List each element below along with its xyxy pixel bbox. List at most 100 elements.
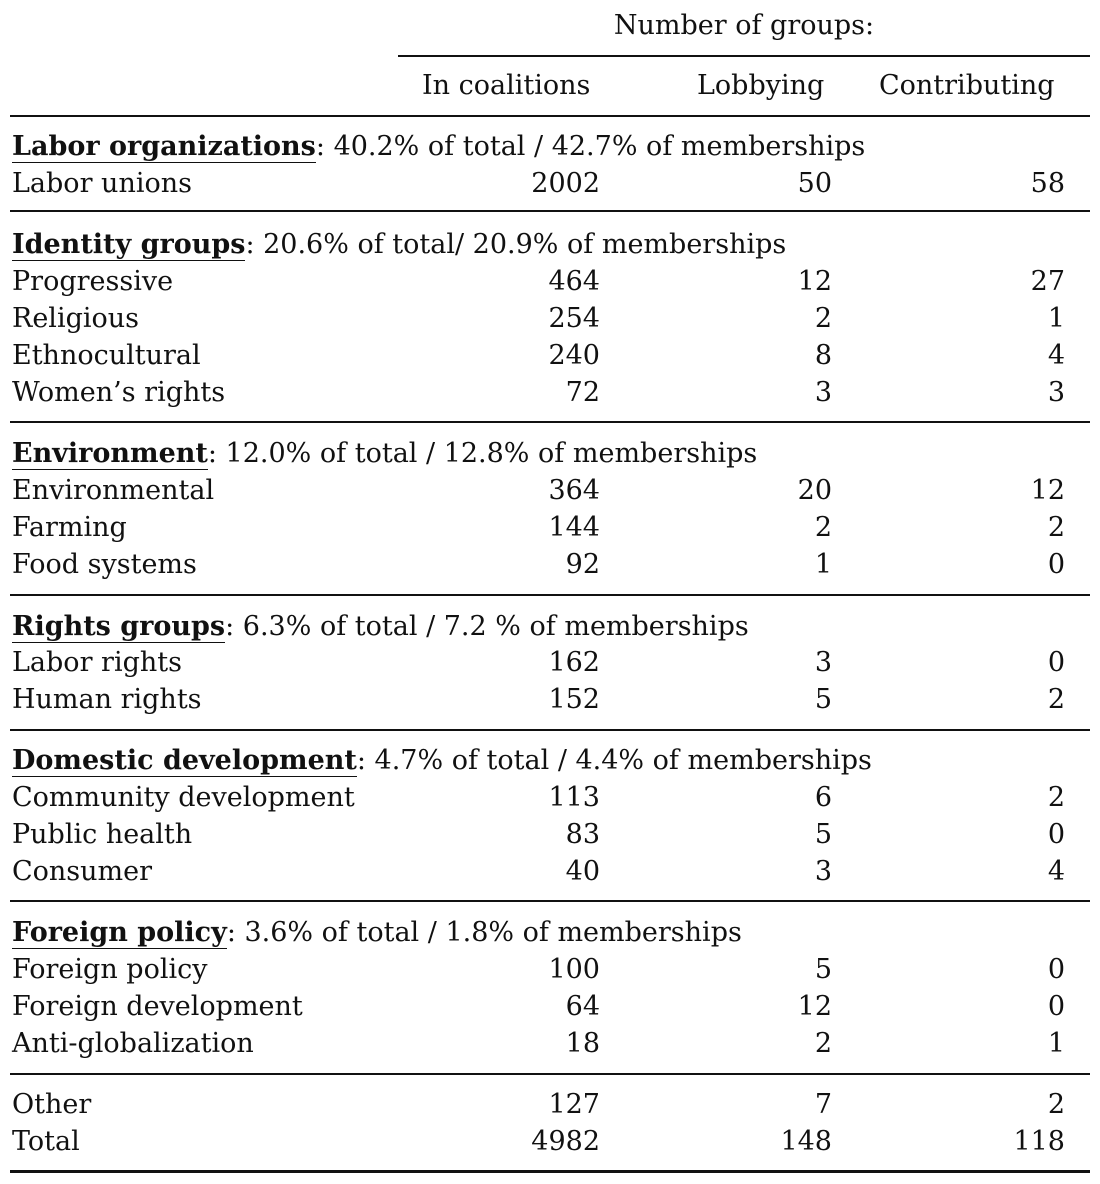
cell-coalitions: 2002 — [531, 168, 600, 199]
table-row: Public health 83 5 0 — [0, 816, 1100, 853]
section-header: Foreign policy: 3.6% of total / 1.8% of … — [12, 914, 742, 951]
cell-contributing: 1 — [1047, 303, 1065, 334]
cell-contributing: 0 — [1047, 954, 1065, 985]
cell-lobbying: 5 — [814, 954, 832, 985]
row-label: Labor rights — [12, 647, 182, 678]
cell-lobbying: 5 — [814, 819, 832, 850]
col-header-coalitions: In coalitions — [422, 70, 591, 101]
table-row: Human rights 152 5 2 — [0, 681, 1100, 718]
table-row: Labor rights 162 3 0 — [0, 644, 1100, 681]
cell-coalitions: 92 — [565, 549, 600, 580]
row-label: Environmental — [12, 475, 215, 506]
table-row: Women’s rights 72 3 3 — [0, 374, 1100, 411]
cell-coalitions: 83 — [565, 819, 600, 850]
table-row: Progressive 464 12 27 — [0, 263, 1100, 300]
cell-lobbying: 5 — [814, 684, 832, 715]
table-row: Ethnocultural 240 8 4 — [0, 337, 1100, 374]
cell-coalitions: 40 — [565, 856, 600, 887]
cell-lobbying: 3 — [814, 856, 832, 887]
super-header: Number of groups: — [613, 10, 875, 41]
super-header-rule — [398, 55, 1090, 57]
section-header: Rights groups: 6.3% of total / 7.2 % of … — [12, 608, 749, 645]
cell-coalitions: 254 — [548, 303, 600, 334]
table-row: Food systems 92 1 0 — [0, 546, 1100, 583]
section-name: Environment — [12, 438, 208, 470]
section-summary: : 3.6% of total / 1.8% of memberships — [226, 917, 742, 948]
table-row: Consumer 40 3 4 — [0, 853, 1100, 890]
section-name: Identity groups — [12, 229, 246, 261]
cell-lobbying: 1 — [814, 549, 832, 580]
table-row: Community development 113 6 2 — [0, 779, 1100, 816]
table-row: Foreign policy 100 5 0 — [0, 951, 1100, 988]
cell-contributing: 118 — [1013, 1126, 1065, 1157]
section-rule — [10, 421, 1090, 423]
section-summary: : 40.2% of total / 42.7% of memberships — [315, 131, 866, 162]
cell-contributing: 1 — [1047, 1028, 1065, 1059]
cell-coalitions: 152 — [548, 684, 600, 715]
cell-contributing: 2 — [1047, 1089, 1065, 1120]
table-row: Labor unions 2002 50 58 — [0, 165, 1100, 202]
table-row: Environmental 364 20 12 — [0, 472, 1100, 509]
table-row: Religious 254 2 1 — [0, 300, 1100, 337]
cell-coalitions: 113 — [548, 782, 600, 813]
section-name: Foreign policy — [12, 917, 227, 949]
col-header-contributing: Contributing — [879, 70, 1055, 101]
cell-lobbying: 3 — [814, 647, 832, 678]
row-label: Community development — [12, 782, 355, 813]
cell-contributing: 27 — [1030, 266, 1065, 297]
section-summary: : 20.6% of total/ 20.9% of memberships — [245, 229, 787, 260]
cell-contributing: 0 — [1047, 549, 1065, 580]
section-rule — [10, 594, 1090, 596]
row-label: Religious — [12, 303, 139, 334]
row-label: Other — [12, 1089, 92, 1120]
row-label: Human rights — [12, 684, 202, 715]
cell-coalitions: 127 — [548, 1089, 600, 1120]
cell-contributing: 0 — [1047, 819, 1065, 850]
cell-lobbying: 12 — [797, 266, 832, 297]
row-label: Food systems — [12, 549, 197, 580]
row-label: Women’s rights — [12, 377, 226, 408]
cell-contributing: 2 — [1047, 512, 1065, 543]
cell-coalitions: 4982 — [531, 1126, 600, 1157]
cell-contributing: 0 — [1047, 647, 1065, 678]
header-rule — [10, 115, 1090, 117]
row-label: Foreign policy — [12, 954, 208, 985]
cell-coalitions: 72 — [565, 377, 600, 408]
cell-lobbying: 148 — [780, 1126, 832, 1157]
cell-coalitions: 100 — [548, 954, 600, 985]
row-label: Anti-globalization — [12, 1028, 254, 1059]
cell-contributing: 4 — [1047, 856, 1065, 887]
cell-contributing: 0 — [1047, 991, 1065, 1022]
row-label: Foreign development — [12, 991, 303, 1022]
section-name: Labor organizations — [12, 131, 316, 163]
row-label: Progressive — [12, 266, 174, 297]
table-row-total: Total 4982 148 118 — [0, 1123, 1100, 1160]
table-row: Farming 144 2 2 — [0, 509, 1100, 546]
section-summary: : 12.0% of total / 12.8% of memberships — [207, 438, 758, 469]
row-label: Farming — [12, 512, 127, 543]
section-summary: : 6.3% of total / 7.2 % of memberships — [225, 611, 749, 642]
cell-lobbying: 2 — [814, 1028, 832, 1059]
cell-lobbying: 2 — [814, 303, 832, 334]
cell-contributing: 58 — [1030, 168, 1065, 199]
cell-contributing: 12 — [1030, 475, 1065, 506]
row-label: Labor unions — [12, 168, 192, 199]
cell-lobbying: 50 — [797, 168, 832, 199]
row-label: Public health — [12, 819, 193, 850]
section-rule — [10, 1073, 1090, 1075]
cell-coalitions: 464 — [548, 266, 600, 297]
cell-lobbying: 7 — [814, 1089, 832, 1120]
cell-coalitions: 364 — [548, 475, 600, 506]
table-row: Foreign development 64 12 0 — [0, 988, 1100, 1025]
cell-lobbying: 2 — [814, 512, 832, 543]
cell-lobbying: 8 — [814, 340, 832, 371]
cell-coalitions: 64 — [565, 991, 600, 1022]
cell-contributing: 4 — [1047, 340, 1065, 371]
cell-lobbying: 6 — [814, 782, 832, 813]
section-rule — [10, 900, 1090, 902]
cell-contributing: 2 — [1047, 684, 1065, 715]
section-name: Domestic development — [12, 745, 357, 777]
cell-coalitions: 162 — [548, 647, 600, 678]
cell-coalitions: 240 — [548, 340, 600, 371]
